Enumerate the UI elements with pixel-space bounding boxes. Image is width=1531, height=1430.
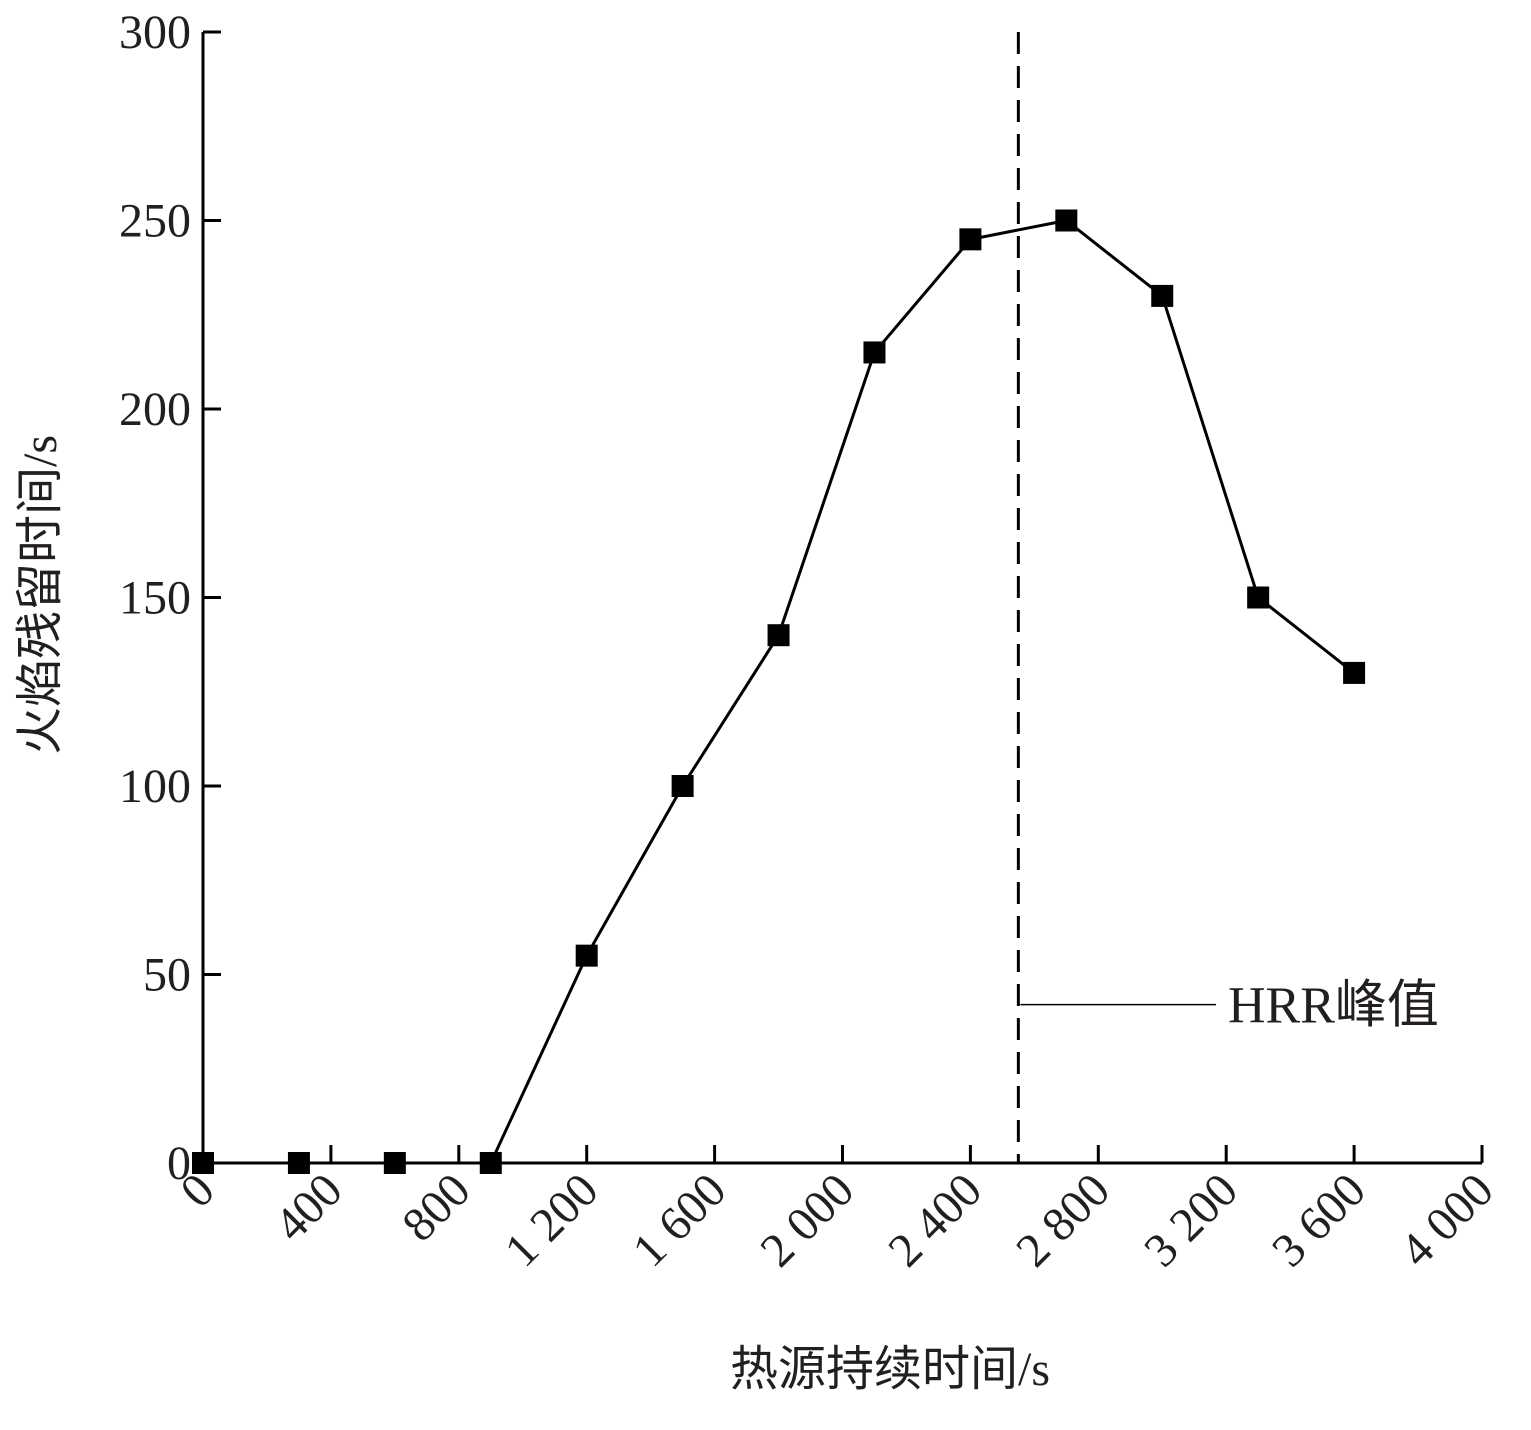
marker [383, 1152, 406, 1174]
annotation: HRR峰值 [1228, 978, 1439, 1035]
marker [959, 228, 982, 251]
x-tick-label: 4 000 [1390, 1163, 1504, 1277]
marker [671, 775, 694, 797]
y-tick-label: 200 [119, 383, 191, 436]
y-tick-label: 0 [167, 1137, 191, 1190]
x-tick-label: 2 400 [878, 1163, 992, 1277]
marker [575, 944, 598, 967]
x-tick-label: 2 000 [750, 1163, 864, 1277]
x-tick-label: 1 200 [495, 1163, 609, 1277]
marker [192, 1152, 214, 1174]
y-tick-label: 150 [119, 572, 191, 625]
y-tick-label: 100 [119, 760, 191, 813]
marker [1055, 209, 1078, 232]
x-tick-label: 2 800 [1006, 1163, 1120, 1277]
marker [863, 341, 886, 364]
marker [1343, 661, 1366, 684]
x-tick-label: 400 [264, 1163, 352, 1251]
y-axis-title: 火焰残留时间/s [14, 435, 67, 755]
x-tick-label: 800 [392, 1163, 480, 1251]
marker [1247, 586, 1270, 609]
x-tick-label: 3 200 [1134, 1163, 1248, 1277]
x-tick-label: 3 600 [1262, 1163, 1376, 1277]
marker [479, 1152, 502, 1174]
y-tick-label: 300 [119, 6, 191, 59]
marker [1151, 284, 1174, 307]
marker [287, 1152, 310, 1174]
x-axis-title: 热源持续时间/s [730, 1343, 1050, 1396]
marker [767, 624, 790, 647]
y-tick-label: 250 [119, 195, 191, 248]
series-line [203, 218, 1356, 1165]
y-tick-label: 50 [143, 949, 191, 1002]
x-tick-label: 1 600 [623, 1163, 737, 1277]
